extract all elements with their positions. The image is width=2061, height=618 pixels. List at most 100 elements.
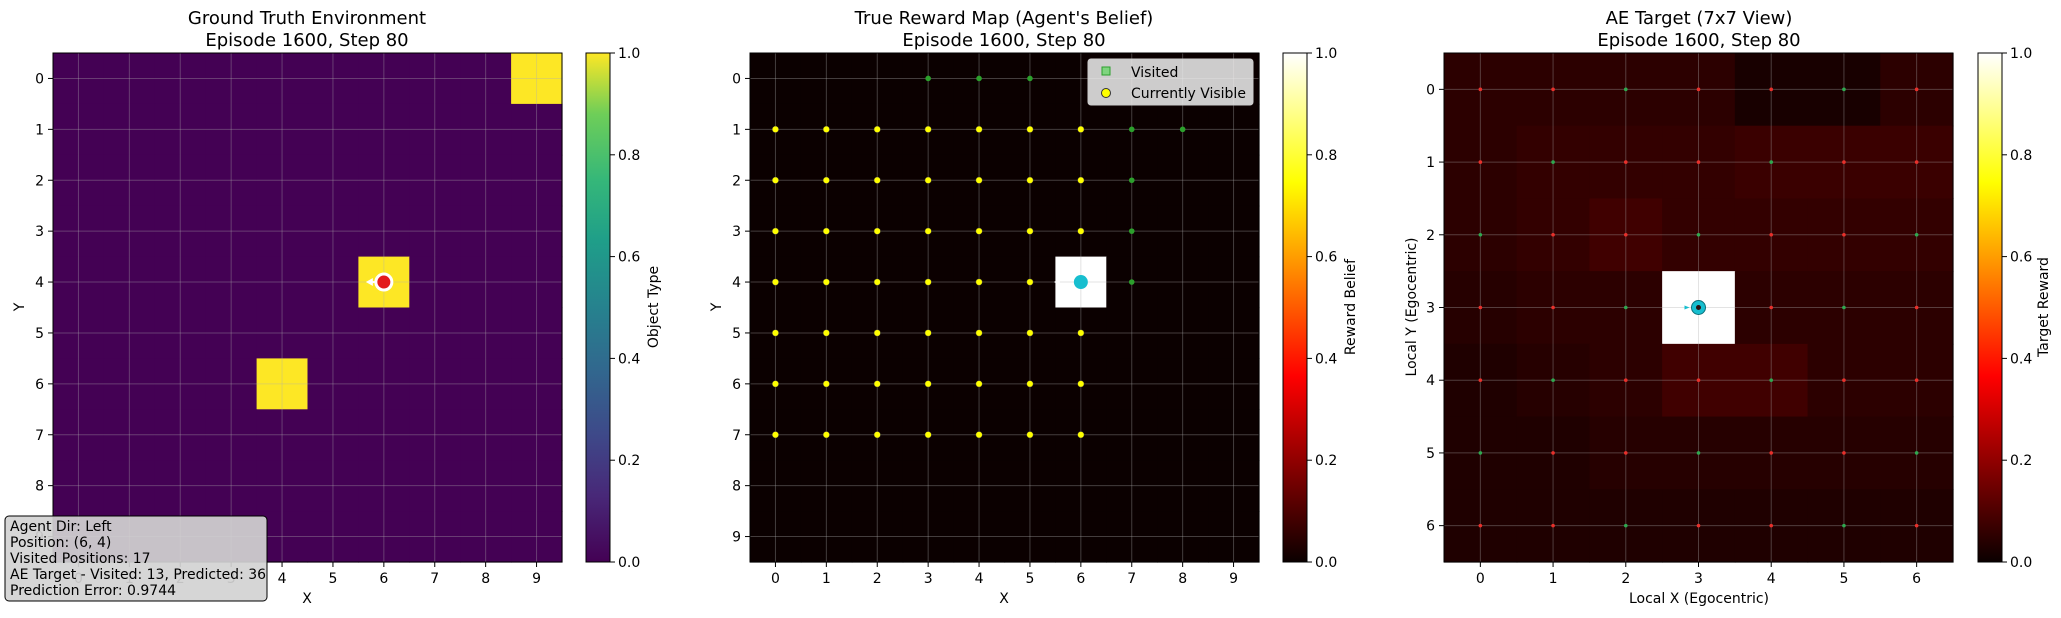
colorbar-tick-label: 0.8: [2010, 148, 2032, 164]
colorbar-tick-label: 0.8: [618, 148, 640, 164]
heatmap-cell: [205, 307, 258, 359]
heatmap-cell: [953, 460, 1006, 512]
heatmap-cell: [256, 256, 309, 309]
target-cell-marker: [1623, 87, 1628, 92]
heatmap-cell: [358, 460, 410, 512]
x-tick-label: 4: [975, 571, 984, 587]
target-cell-marker: [1623, 451, 1628, 455]
x-tick-label: 8: [1178, 571, 1187, 587]
y-tick-label: 1: [732, 122, 741, 138]
visible-cell-marker: [873, 431, 881, 439]
heatmap-cell: [307, 460, 359, 512]
grid-lines: [53, 53, 562, 562]
target-cell-marker: [1551, 87, 1555, 92]
chart-title-line2: Episode 1600, Step 80: [902, 30, 1105, 51]
visible-cell-marker: [772, 380, 779, 388]
visible-cell-marker: [924, 125, 932, 133]
heatmap-cell: [53, 205, 105, 258]
visible-cell-marker: [873, 227, 881, 235]
visited-cell-marker: [1179, 126, 1186, 133]
target-cell-marker: [1478, 87, 1483, 92]
visited-cell-marker: [1128, 279, 1135, 285]
target-cell-marker: [1769, 232, 1774, 237]
colorbar-ticks: 0.0 0.2 0.4 0.6 0.8 1.0: [610, 46, 640, 571]
target-cell-marker: [1696, 523, 1701, 528]
y-tick-label: 2: [1426, 228, 1435, 244]
target-cell-marker: [1842, 523, 1846, 528]
target-cell-marker: [1914, 523, 1919, 528]
heatmap-cell: [800, 53, 853, 105]
y-tick-label: 9: [732, 530, 741, 546]
y-tick-label: 0: [1426, 82, 1435, 98]
y-tick-label: 5: [35, 326, 44, 342]
grid-lines: [750, 53, 1259, 562]
visible-cell-marker: [873, 125, 881, 133]
heatmap-cell: [1208, 154, 1260, 207]
heatmap-cell: [1055, 511, 1107, 563]
target-cell-marker: [1914, 451, 1919, 455]
info-prediction-error: Prediction Error: 0.9744: [10, 583, 176, 599]
heatmap-cell: [851, 460, 904, 512]
visible-cell-marker: [1026, 329, 1034, 337]
target-cell-marker: [1696, 378, 1701, 383]
target-cell-marker: [1914, 378, 1919, 383]
heatmap-cell: [53, 460, 105, 512]
colorbar-tick-label: 0.4: [2010, 351, 2032, 367]
colorbar-tick-label: 0.6: [1315, 250, 1337, 266]
visible-cell-marker: [924, 329, 932, 337]
colorbar: [585, 52, 611, 563]
y-tick-label: 7: [732, 428, 741, 444]
heatmap-cell: [460, 409, 512, 461]
y-tick-label: 4: [732, 275, 741, 291]
target-cell-marker: [1623, 378, 1628, 383]
visible-cell-marker: [975, 329, 983, 337]
x-tick-label: 5: [328, 571, 337, 587]
heatmap-cell: [1208, 511, 1260, 563]
heatmap-cell: [307, 103, 359, 156]
visible-cell-marker: [1077, 176, 1085, 184]
heatmap-cell: [460, 256, 512, 309]
target-cell-marker: [1551, 160, 1555, 164]
heatmap-cell: [205, 205, 258, 258]
y-tick-label: 1: [35, 122, 44, 138]
y-tick-label: 3: [732, 224, 741, 240]
colorbar-label: Object Type: [646, 266, 662, 348]
heatmap-cell: [103, 460, 156, 512]
heatmap-cell: [511, 358, 563, 410]
agent-marker-layer: [365, 272, 394, 292]
heatmap-cell: [53, 53, 105, 105]
visible-cell-marker: [822, 380, 830, 388]
heatmap-cell: [154, 409, 207, 461]
heatmap-cell: [103, 103, 156, 156]
heatmap-cell: [750, 460, 802, 512]
target-cell-marker: [1551, 305, 1555, 310]
colorbar-tick-label: 0.2: [2010, 453, 2032, 469]
x-tick-label: 1: [1549, 571, 1558, 587]
visible-cell-marker: [924, 176, 932, 184]
heatmap-cell: [53, 256, 105, 309]
heatmap-cell: [511, 307, 563, 359]
visible-cell-marker: [1026, 380, 1034, 388]
heatmap-cells: [1444, 53, 1954, 563]
x-ticks: 0 1 2 3 4 5 6: [1476, 562, 1921, 587]
markers-layer: [1478, 87, 1919, 528]
target-cell-marker: [1478, 523, 1483, 528]
heatmap-cell: [53, 307, 105, 359]
heatmap-cell: [1157, 460, 1209, 512]
target-cell-marker: [1769, 451, 1774, 455]
x-tick-label: 6: [1912, 571, 1921, 587]
heatmap-cell: [1157, 307, 1209, 359]
heatmap-cell: [460, 154, 512, 207]
visible-cell-marker: [772, 278, 779, 286]
agent-marker: [1073, 275, 1088, 290]
target-cell-marker: [1769, 523, 1774, 528]
target-cell-marker: [1623, 160, 1628, 164]
heatmap-cell: [800, 511, 853, 563]
info-position: Position: (6, 4): [10, 535, 111, 551]
heatmap-cell: [205, 103, 258, 156]
heatmap-cell: [103, 256, 156, 309]
visited-cell-marker: [1027, 75, 1033, 82]
colorbar-label: Reward Belief: [1343, 258, 1359, 355]
heatmap-cell: [511, 460, 563, 512]
